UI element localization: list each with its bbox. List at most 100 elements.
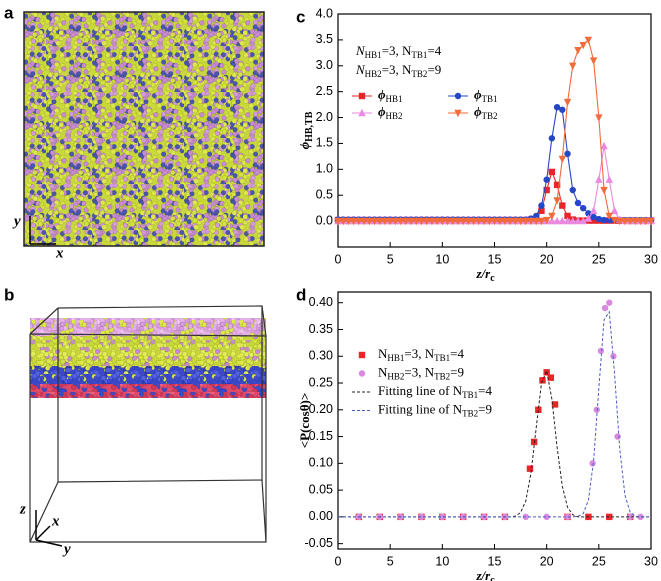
x-tick-label: 20	[540, 554, 554, 568]
marker	[605, 175, 613, 183]
marker	[475, 217, 483, 226]
text-part: N	[378, 364, 388, 379]
marker	[407, 217, 415, 226]
marker	[516, 217, 525, 226]
series: ϕ TB2	[334, 36, 655, 226]
marker	[439, 513, 446, 521]
y-tick-label: 2.0	[316, 110, 333, 124]
marker	[547, 374, 555, 381]
subscript: TB2	[434, 372, 450, 382]
marker	[551, 401, 559, 408]
marker	[637, 513, 644, 521]
marker	[438, 217, 447, 226]
y-tick-label: 0.05	[309, 482, 333, 496]
annotation: NHB1=3, NTB1=4	[355, 43, 442, 60]
legend-marker	[358, 370, 366, 377]
marker	[391, 217, 400, 226]
text-part: =9	[427, 62, 441, 77]
marker	[610, 216, 619, 225]
marker	[589, 460, 596, 467]
marker	[553, 197, 561, 205]
axis-arrow	[35, 539, 63, 547]
marker	[606, 299, 613, 306]
x-tick-label: 25	[592, 252, 606, 266]
legend-label: ϕTB2	[474, 104, 498, 121]
x-tick-label: 5	[387, 554, 394, 568]
marker	[449, 217, 457, 226]
marker	[386, 217, 394, 226]
marker	[376, 217, 384, 226]
marker	[589, 206, 598, 214]
subscript: HB1	[365, 50, 382, 60]
marker	[558, 216, 567, 225]
subscript: HB2	[386, 111, 403, 121]
marker	[344, 217, 353, 226]
marker	[600, 216, 608, 224]
marker	[569, 62, 577, 70]
marker	[464, 217, 473, 226]
marker	[548, 135, 556, 142]
marker	[558, 155, 567, 164]
marker	[574, 199, 582, 207]
panel-label: b	[4, 285, 14, 304]
marker	[610, 206, 619, 214]
marker	[605, 212, 613, 221]
box-edge	[261, 305, 267, 337]
x-axis-label: z/rc	[476, 568, 496, 581]
text-part: =3, N	[404, 346, 434, 361]
marker	[506, 217, 514, 226]
y-tick-label: 0.30	[309, 349, 333, 363]
legend-marker	[358, 92, 366, 100]
marker	[589, 57, 598, 65]
marker	[642, 217, 650, 226]
x-tick-label: 30	[644, 252, 658, 266]
y-tick-label: 0.15	[309, 429, 333, 443]
legend-marker	[358, 108, 366, 117]
marker	[593, 406, 600, 413]
panel-label: c	[296, 7, 305, 26]
text-part: ϕ	[378, 87, 386, 102]
subscript: TB1	[434, 353, 450, 363]
marker	[339, 217, 347, 226]
marker	[553, 181, 561, 189]
marker	[485, 217, 493, 226]
marker	[381, 217, 389, 226]
legend-label: ϕHB2	[378, 104, 403, 121]
legend-label: ϕTB1	[474, 87, 498, 104]
y-tick-label: 0.40	[309, 295, 333, 309]
charts: c 0 5 10 15 20 25 30 0.0 0.5 1.0 1.5 2.0 2.5 3.0 3.5 4.0…	[296, 6, 658, 581]
subscript: TB2	[411, 69, 427, 79]
marker	[526, 465, 534, 472]
marker	[527, 217, 535, 226]
x-axis-label: z/rc	[476, 266, 496, 284]
marker	[569, 216, 577, 225]
marker	[553, 216, 561, 225]
marker	[490, 217, 499, 226]
marker	[480, 217, 488, 226]
marker	[564, 212, 571, 220]
marker	[585, 210, 592, 217]
y-axis-label: ϕHB,TB	[297, 111, 315, 149]
marker	[584, 36, 593, 45]
marker	[563, 98, 572, 107]
x-tick-label: 10	[435, 252, 449, 266]
series-line	[338, 310, 651, 518]
y-tick-label: 0.25	[309, 375, 333, 389]
text-part: =4	[427, 43, 441, 58]
marker	[595, 215, 603, 223]
subscript: HB1	[387, 353, 404, 363]
text-part: N	[355, 62, 366, 77]
axis-name: y	[12, 213, 21, 229]
x-tick-label: 5	[387, 252, 394, 266]
legend-label: NHB2=3, NTB2=9	[378, 364, 464, 381]
marker	[365, 217, 373, 226]
text-part: z/r	[476, 568, 492, 581]
subscript: c	[490, 273, 495, 284]
subscript: TB2	[462, 409, 478, 419]
text-part: ϕ	[297, 141, 312, 149]
marker	[616, 217, 624, 226]
subscript: TB2	[482, 111, 498, 121]
panel-label: d	[296, 285, 306, 304]
marker	[428, 217, 436, 226]
